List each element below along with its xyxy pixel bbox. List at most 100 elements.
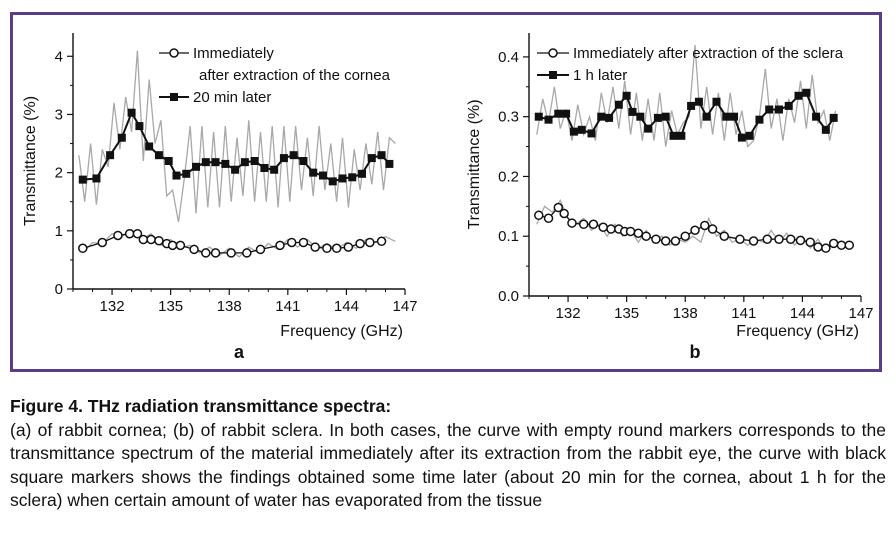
legend-label: Immediately after extraction of the scle… (573, 45, 844, 62)
data-point-square (170, 93, 178, 101)
data-point-circle (124, 228, 135, 239)
y-tick-label: 0.0 (498, 288, 519, 305)
data-point-square (92, 174, 101, 183)
data-point-circle (189, 244, 199, 255)
data-point-square (554, 109, 563, 118)
data-point-square (821, 125, 830, 134)
data-point-square (577, 125, 586, 134)
data-point-square (318, 171, 327, 180)
data-point-circle (175, 240, 186, 251)
caption-body: (a) of rabbit cornea; (b) of rabbit scle… (10, 419, 886, 511)
data-point-circle (343, 242, 354, 252)
data-point-square (135, 122, 144, 131)
y-axis-title: Transmittance (%) (466, 99, 483, 229)
data-point-square (338, 174, 347, 183)
data-point-square (358, 169, 367, 178)
data-point-circle (242, 248, 252, 258)
data-point-circle (774, 234, 784, 244)
data-point-circle (567, 218, 577, 228)
data-point-square (653, 113, 662, 122)
data-point-circle (680, 231, 690, 241)
data-point-circle (813, 242, 823, 252)
data-point-square (145, 142, 154, 151)
data-point-square (309, 168, 318, 177)
data-point-square (730, 112, 739, 121)
y-axis-title: Transmittance (%) (22, 96, 39, 226)
data-point-circle (78, 243, 88, 254)
data-point-circle (97, 237, 108, 248)
data-point-circle (651, 234, 661, 244)
data-point-circle (598, 222, 608, 233)
data-point-circle (633, 228, 644, 238)
y-tick-label: 4 (55, 48, 63, 65)
data-point-circle (167, 240, 178, 251)
data-point-square (240, 158, 249, 167)
y-tick-label: 2 (55, 165, 63, 182)
data-point-circle (735, 234, 745, 244)
data-point-circle (553, 202, 564, 213)
data-point-circle (365, 237, 375, 248)
data-point-square (127, 108, 136, 117)
data-point-square (299, 157, 308, 165)
legend: Immediately after extraction of the scle… (537, 45, 844, 84)
data-point-circle (795, 235, 806, 246)
data-point-square (784, 101, 793, 110)
y-tick-label: 0 (55, 281, 63, 298)
data-point-square (201, 158, 210, 167)
data-point-square (385, 159, 394, 168)
x-tick-label: 135 (158, 298, 183, 315)
data-point-square (622, 91, 631, 100)
data-point-square (755, 115, 764, 124)
data-point-circle (331, 243, 342, 254)
y-tick-label: 0.1 (498, 228, 519, 245)
data-point-square (694, 97, 703, 106)
y-tick-label: 1 (55, 223, 63, 240)
x-axis-title: Frequency (GHz) (736, 323, 859, 340)
x-tick-label: 138 (217, 298, 242, 315)
x-tick-label: 147 (392, 298, 417, 315)
data-point-square (328, 177, 337, 186)
data-point-square (154, 151, 163, 160)
data-point-square (348, 173, 357, 182)
data-point-circle (138, 234, 149, 245)
data-point-square (289, 151, 298, 160)
data-point-circle (762, 234, 773, 244)
data-point-square (117, 133, 126, 142)
caption-title: Figure 4. THz radiation transmittance sp… (10, 396, 392, 416)
data-point-square (722, 112, 731, 121)
data-point-square (549, 71, 557, 79)
data-point-circle (690, 225, 700, 235)
chart-panel-b: 0.0 0.1 0.2 0.3 0.4 132 135 138 141 144 147Frequen… (466, 33, 874, 362)
data-point-square (164, 157, 173, 165)
series-line (538, 206, 850, 249)
data-point-square (605, 113, 614, 122)
data-point-square (78, 175, 87, 184)
data-point-square (569, 127, 578, 136)
data-point-circle (255, 244, 266, 255)
data-point-circle (169, 48, 179, 58)
data-point-circle (844, 240, 855, 250)
data-point-square (377, 151, 386, 160)
raw-spectrum-line (78, 50, 396, 223)
data-point-square (644, 124, 653, 133)
data-point-square (182, 169, 191, 178)
data-point-circle (286, 237, 297, 248)
y-tick-label: 0.4 (498, 49, 519, 66)
data-point-square (812, 112, 821, 121)
data-point-square (687, 101, 696, 110)
data-point-circle (660, 236, 671, 246)
data-point-circle (559, 208, 569, 219)
x-tick-label: 132 (556, 305, 581, 322)
x-tick-label: 138 (673, 305, 698, 322)
data-point-square (829, 113, 838, 122)
panel-label: b (690, 342, 701, 362)
data-point-circle (836, 240, 847, 250)
data-point-circle (132, 228, 143, 239)
x-tick-label: 132 (100, 298, 125, 315)
data-point-circle (821, 243, 831, 253)
data-point-square (774, 105, 783, 114)
data-point-circle (700, 220, 710, 231)
legend-label: 20 min later (193, 89, 271, 106)
data-point-square (221, 159, 230, 168)
data-point-circle (534, 210, 544, 221)
